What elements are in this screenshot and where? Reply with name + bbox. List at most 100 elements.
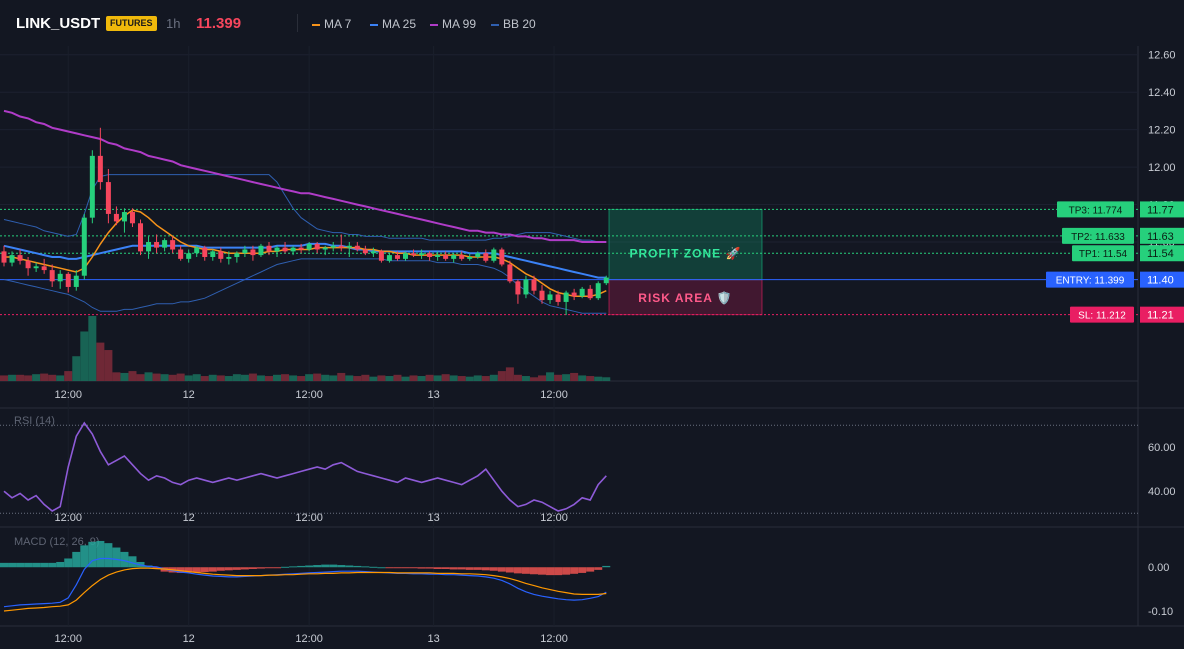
macd-histogram-bar [80,545,89,568]
legend-ma25[interactable]: MA 25 [370,17,416,31]
macd-histogram-bar [297,565,306,568]
timeframe-label[interactable]: 1h [166,16,181,31]
chart-header: LINK_USDT FUTURES 1h 11.399 MA 7 MA 25 M… [0,0,1184,46]
time-tick-label: 13 [427,633,439,645]
volume-bar [409,375,418,381]
macd-histogram-bar [120,551,129,568]
macd-histogram-bar [208,567,217,572]
volume-bar [505,367,514,381]
candle-body [338,245,344,248]
volume-bar [264,376,273,381]
candle-body [41,266,47,271]
volume-bar [353,376,362,381]
macd-histogram-bar [273,567,282,569]
candle-body [146,242,152,252]
volume-bar [0,375,8,381]
volume-bar [465,376,474,381]
candle-body [475,253,481,257]
volume-bar [24,375,33,381]
risk-zone [608,279,763,316]
candle-body [467,256,473,259]
macd-histogram-bar [529,567,538,575]
candle-body [210,251,216,257]
macd-histogram-bar [216,567,225,571]
volume-bar [425,374,434,381]
volume-bar [104,350,113,381]
macd-histogram-bar [48,562,57,568]
macd-histogram-bar [289,566,298,568]
volume-bar [256,375,265,381]
price-tick-label: 12.00 [1148,162,1176,174]
candle-body [547,294,553,301]
macd-title: MACD (12, 26, 9) [14,536,100,548]
legend-bb20[interactable]: BB 20 [491,17,536,31]
candle-body [595,283,601,299]
rsi-line [3,421,607,512]
candle-body [354,245,360,250]
candle-body [322,247,328,250]
candle-body [242,249,248,254]
candle-body [419,253,425,256]
volume-bar [160,374,169,381]
candle-body [499,249,505,265]
macd-histogram-bar [433,567,442,569]
candle-body [17,255,23,261]
volume-bar [417,376,426,381]
macd-histogram-bar [417,567,426,569]
volume-bar [80,331,89,381]
macd-histogram-bar [570,567,579,574]
volume-bar [168,374,177,381]
volume-bar [441,374,450,381]
volume-bar [489,374,498,381]
volume-bar [56,375,65,381]
axis-price-text-tp1: 11.54 [1147,248,1174,260]
candle-body [170,240,176,250]
candle-body [154,242,160,248]
macd-histogram-bar [104,543,113,568]
macd-histogram-bar [521,567,530,574]
axis-price-tag-tp1 [1140,245,1184,262]
macd-histogram-bar [40,562,49,568]
axis-price-text-tp2: 11.63 [1147,231,1174,243]
candle-body [603,277,609,284]
macd-tick-label: 0.00 [1148,562,1169,574]
legend-ma99[interactable]: MA 99 [430,17,476,31]
volume-bar [497,371,506,381]
candle-body [57,273,63,282]
macd-histogram-bar [16,562,25,568]
candle-body [1,251,7,263]
rsi-tick-label: 40.00 [1148,486,1176,498]
candle-body [218,251,224,259]
macd-histogram-bar [8,562,17,568]
candle-body [403,253,408,259]
volume-bar [313,373,322,381]
candle-body [378,251,384,261]
volume-bar [128,371,137,381]
macd-histogram-bar [32,562,41,568]
time-tick-label: 12:00 [54,389,82,401]
level-tag-entry [1046,271,1134,288]
time-tick-label: 12:00 [540,633,568,645]
candle-body [330,245,336,248]
candle-body [290,247,296,252]
legend-ma7[interactable]: MA 7 [312,17,351,31]
volume-bar [208,374,217,381]
time-tick-label: 12:00 [540,512,568,524]
header-divider [297,14,298,32]
volume-bar [546,372,555,381]
macd-histogram-bar [586,567,595,572]
macd-tick-label: -0.10 [1148,606,1173,618]
macd-histogram-bar [313,565,322,568]
level-tag-text-tp3: TP3: 11.774 [1069,205,1123,216]
ma25-swatch [370,23,378,26]
candle-body [81,217,87,276]
macd-histogram-bar [538,567,547,575]
volume-bar [40,373,49,381]
volume-bar [112,372,121,381]
candle-body [9,255,15,263]
level-tag-text-tp2: TP2: 11.633 [1071,232,1125,243]
macd-histogram-bar [602,565,611,568]
symbol-name[interactable]: LINK_USDT [16,15,101,32]
time-tick-label: 12:00 [54,512,82,524]
